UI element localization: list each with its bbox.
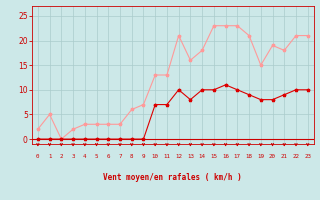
X-axis label: Vent moyen/en rafales ( km/h ): Vent moyen/en rafales ( km/h ) — [103, 173, 242, 182]
